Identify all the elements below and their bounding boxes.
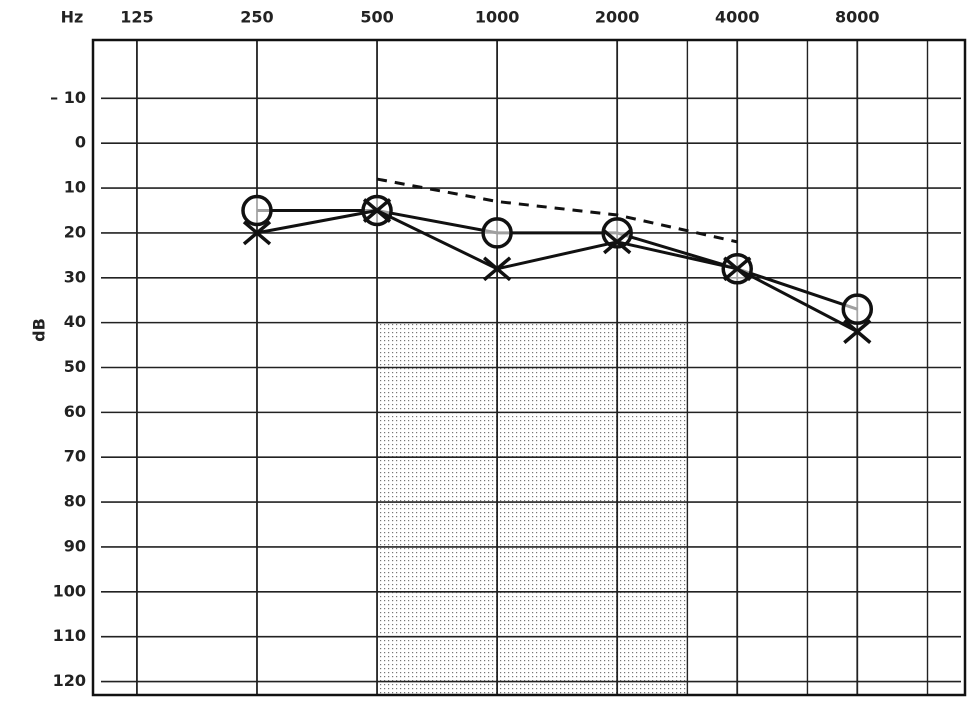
x-tick-label: 2000: [595, 8, 640, 27]
marker-cross: [843, 319, 872, 344]
marker-cross: [482, 256, 512, 282]
x-axis-label: Hz: [61, 8, 84, 27]
y-tick-label: 110: [53, 626, 86, 645]
y-tick-label: 70: [64, 447, 86, 466]
x-tick-label: 4000: [715, 8, 760, 27]
y-axis-label: dB: [30, 318, 49, 342]
series-line: [256, 208, 858, 311]
y-tick-label: 90: [64, 536, 86, 555]
y-tick-label: 10: [64, 178, 86, 197]
y-tick-label: 40: [64, 312, 86, 331]
marker-circle: [481, 217, 513, 249]
y-tick-label: 120: [53, 671, 86, 690]
x-tick-label: 8000: [835, 8, 880, 27]
y-tick-label: 100: [53, 581, 86, 600]
marker-cross: [723, 256, 752, 282]
marker-cross: [603, 229, 632, 255]
marker-circle: [601, 217, 633, 249]
marker-cross: [242, 220, 272, 246]
plot-frame: [91, 38, 967, 697]
series-line: [376, 177, 738, 244]
series-line: [256, 208, 858, 333]
x-tick-label: 125: [120, 8, 153, 27]
marker-circle: [241, 194, 273, 227]
y-tick-label: 60: [64, 402, 86, 421]
x-tick-label: 1000: [475, 8, 520, 27]
y-tick-label: 0: [75, 133, 86, 152]
marker-circle: [841, 293, 874, 325]
y-tick-label: 30: [64, 267, 86, 286]
marker-cross: [362, 198, 392, 223]
x-tick-label: 250: [240, 8, 273, 27]
y-tick-label: 50: [64, 357, 86, 376]
y-tick-label: 80: [64, 492, 86, 511]
x-tick-label: 500: [360, 8, 393, 27]
shaded-region: [377, 322, 688, 695]
y-tick-label: 20: [64, 222, 86, 241]
y-tick-label: – 10: [50, 88, 86, 107]
